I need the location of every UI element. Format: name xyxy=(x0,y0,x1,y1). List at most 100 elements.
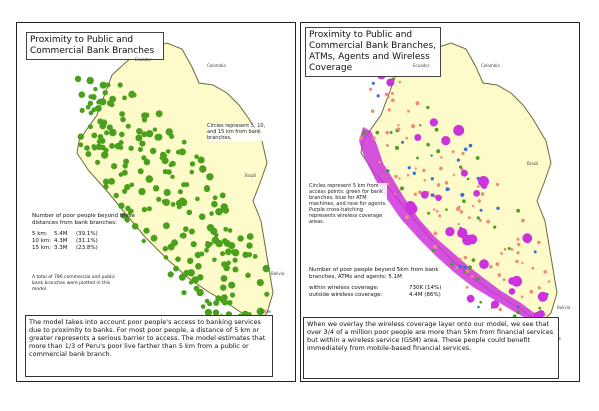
access-point-marker xyxy=(405,136,409,140)
access-point-marker xyxy=(152,127,158,132)
left-stat-10km: 10 km: 4.3M (31.1%) xyxy=(32,238,98,244)
access-point-marker xyxy=(189,169,195,175)
access-point-marker xyxy=(87,100,94,107)
access-point-marker xyxy=(450,262,454,266)
access-point-marker xyxy=(85,104,91,110)
access-point-marker xyxy=(256,307,265,316)
left-stat-5km: 5 km: 5.4M (39.1%) xyxy=(32,231,98,237)
access-point-marker xyxy=(99,81,107,89)
access-point-marker xyxy=(141,112,148,119)
access-point-marker xyxy=(460,192,465,197)
access-point-marker xyxy=(167,243,175,251)
access-point-marker xyxy=(475,156,480,160)
access-point-marker xyxy=(430,193,435,197)
wireless-coverage-area xyxy=(462,234,473,246)
access-point-marker xyxy=(94,105,102,112)
access-point-marker xyxy=(393,192,396,196)
label-bolivia: Bolivia xyxy=(271,271,285,276)
access-point-marker xyxy=(517,242,521,247)
access-point-marker xyxy=(439,166,443,171)
access-point-marker xyxy=(465,285,469,289)
access-point-marker xyxy=(91,132,98,139)
access-point-marker xyxy=(467,216,471,220)
access-point-marker xyxy=(106,124,113,131)
access-point-marker xyxy=(433,208,436,211)
label-colombia: Colombia xyxy=(207,63,226,68)
access-point-marker xyxy=(458,264,462,269)
right-circle-note: Circles represent 5 km from access point… xyxy=(309,183,387,225)
access-point-marker xyxy=(109,143,115,149)
access-point-marker xyxy=(498,307,503,312)
access-point-marker xyxy=(516,310,520,314)
label-ecuador: Ecuador xyxy=(135,57,152,62)
access-point-marker xyxy=(262,264,270,273)
access-point-marker xyxy=(222,207,230,214)
access-point-marker xyxy=(170,174,175,179)
access-point-marker xyxy=(465,269,470,273)
wireless-coverage-area xyxy=(537,291,548,302)
access-point-marker xyxy=(104,130,110,136)
access-point-marker xyxy=(371,81,375,85)
access-point-marker xyxy=(477,199,482,203)
access-point-marker xyxy=(264,291,270,297)
access-point-marker xyxy=(212,309,220,316)
wireless-coverage-area xyxy=(386,78,395,87)
access-point-marker xyxy=(166,169,172,175)
access-point-marker xyxy=(418,190,422,194)
access-point-marker xyxy=(227,228,233,233)
access-point-marker xyxy=(129,182,135,188)
label-brazil: Brazil xyxy=(527,161,539,166)
access-point-marker xyxy=(426,105,430,110)
wireless-coverage-area xyxy=(435,194,442,201)
access-point-marker xyxy=(438,214,442,218)
access-point-marker xyxy=(220,284,227,291)
wireless-coverage-area xyxy=(466,294,475,303)
left-footnote: A total of 786 commercial and public ban… xyxy=(32,275,116,292)
access-point-marker xyxy=(230,249,236,254)
access-point-marker xyxy=(462,271,466,274)
access-point-marker xyxy=(163,222,170,230)
access-point-marker xyxy=(461,151,465,156)
access-point-marker xyxy=(78,91,86,98)
access-point-marker xyxy=(376,94,380,98)
access-point-marker xyxy=(128,145,134,151)
access-point-marker xyxy=(220,296,227,304)
access-point-marker xyxy=(516,305,520,309)
label-colombia: Colombia xyxy=(481,63,500,68)
access-point-marker xyxy=(200,304,206,309)
access-point-marker xyxy=(194,251,202,259)
access-point-marker xyxy=(229,292,236,298)
access-point-marker xyxy=(74,75,82,83)
access-point-marker xyxy=(187,269,195,277)
right-stat-outside: outside wireless coverage: 4.4M (86%) xyxy=(309,292,441,298)
access-point-marker xyxy=(204,247,209,253)
access-point-marker xyxy=(193,285,200,292)
left-circle-note: Circles represent 5, 10, and 15 km from … xyxy=(207,123,267,141)
access-point-marker xyxy=(362,130,367,135)
access-point-marker xyxy=(118,202,125,209)
wireless-coverage-area xyxy=(508,277,516,285)
access-point-marker xyxy=(120,116,126,123)
access-point-marker xyxy=(191,276,199,284)
access-point-marker xyxy=(122,188,128,194)
access-point-marker xyxy=(163,188,171,197)
right-description: When we overlay the wireless coverage la… xyxy=(303,317,559,379)
access-point-marker xyxy=(520,295,524,299)
access-point-marker xyxy=(478,218,482,222)
access-point-marker xyxy=(155,110,163,118)
access-point-marker xyxy=(87,124,93,130)
wireless-coverage-area xyxy=(414,134,422,141)
access-point-marker xyxy=(145,130,154,138)
access-point-marker xyxy=(109,95,116,103)
access-point-marker xyxy=(387,108,391,112)
access-point-marker xyxy=(138,188,146,196)
access-point-marker xyxy=(205,242,211,249)
access-point-marker xyxy=(435,209,439,213)
access-point-marker xyxy=(131,223,139,230)
access-point-marker xyxy=(136,128,143,135)
access-point-marker xyxy=(108,178,115,185)
access-point-marker xyxy=(188,228,195,235)
access-point-marker xyxy=(397,127,401,131)
access-point-marker xyxy=(95,159,101,165)
access-point-marker xyxy=(79,107,85,113)
